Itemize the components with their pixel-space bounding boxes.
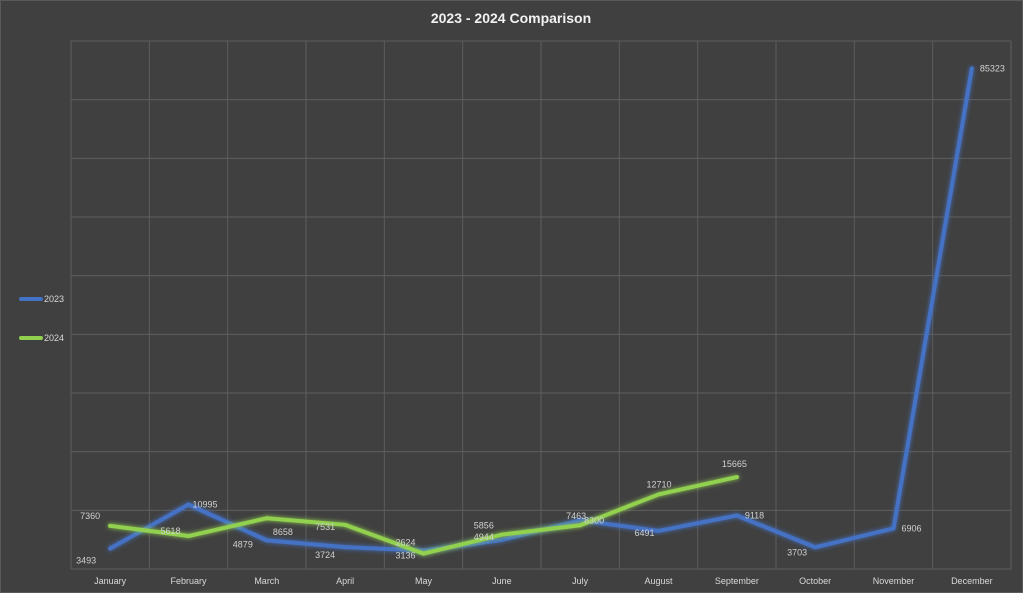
data-label: 6491: [635, 528, 655, 538]
data-label: 6906: [902, 523, 922, 533]
data-label: 4879: [233, 539, 253, 549]
series-line-2024: [108, 475, 739, 556]
data-point: [969, 66, 974, 71]
data-label: 12710: [647, 479, 672, 489]
x-tick-label: February: [170, 576, 207, 586]
data-label: 2624: [395, 538, 415, 548]
data-point: [578, 518, 583, 523]
legend: 2023 2024: [19, 294, 64, 343]
data-label: 3493: [76, 556, 96, 566]
data-label: 5618: [160, 526, 180, 536]
data-label: 85323: [980, 63, 1005, 73]
data-point: [734, 475, 739, 480]
chart-title: 2023 - 2024 Comparison: [431, 10, 591, 26]
data-point: [656, 492, 661, 497]
data-label: 3703: [787, 547, 807, 557]
data-point: [578, 523, 583, 528]
data-label: 3136: [395, 551, 415, 561]
x-tick-label: March: [254, 576, 279, 586]
x-tick-label: September: [715, 576, 759, 586]
x-tick-label: October: [799, 576, 831, 586]
x-tick-label: June: [492, 576, 512, 586]
data-label: 7360: [80, 511, 100, 521]
data-point: [421, 551, 426, 556]
data-point: [891, 526, 896, 531]
data-label: 5856: [474, 521, 494, 531]
data-point: [186, 502, 191, 507]
data-label: 7531: [315, 522, 335, 532]
x-axis: January February March April May June July Augu…: [94, 576, 992, 586]
data-label: 8300: [584, 515, 604, 525]
data-point: [264, 516, 269, 521]
data-point: [186, 534, 191, 539]
data-point: [499, 537, 504, 542]
data-label: 8658: [273, 527, 293, 537]
data-point: [108, 546, 113, 551]
grid: [70, 40, 1012, 570]
x-tick-label: November: [873, 576, 915, 586]
x-tick-label: December: [951, 576, 993, 586]
data-point: [813, 545, 818, 550]
data-point: [108, 523, 113, 528]
series-lines: [108, 66, 974, 556]
legend-label: 2023: [44, 294, 64, 304]
x-tick-label: July: [572, 576, 589, 586]
data-point: [264, 538, 269, 543]
data-label: 4944: [474, 532, 494, 542]
data-point: [656, 528, 661, 533]
data-label: 15665: [722, 459, 747, 469]
x-tick-label: August: [644, 576, 673, 586]
legend-label: 2024: [44, 333, 64, 343]
data-label: 9118: [745, 511, 764, 521]
data-labels: 3493 10995 4879 3724 3136 4944 8300 6491 9118 370…: [76, 63, 1005, 565]
data-point: [734, 513, 739, 518]
data-point: [499, 532, 504, 537]
data-label: 7463: [566, 511, 586, 521]
data-label: 3724: [315, 550, 335, 560]
x-tick-label: January: [94, 576, 127, 586]
data-point: [343, 522, 348, 527]
data-point: [343, 545, 348, 550]
x-tick-label: April: [336, 576, 354, 586]
data-label: 10995: [193, 499, 218, 509]
x-tick-label: May: [415, 576, 433, 586]
